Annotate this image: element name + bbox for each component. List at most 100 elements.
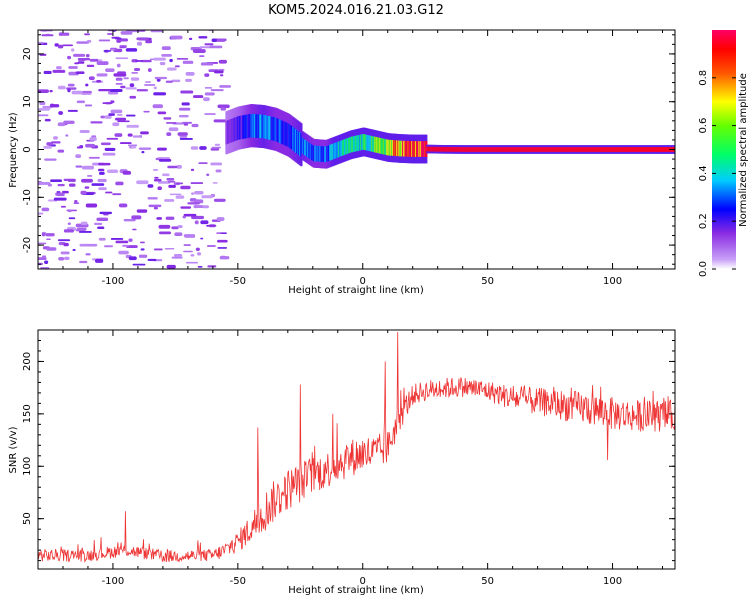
colorbar-tick-label: 0.8 bbox=[698, 70, 709, 86]
noise-blob bbox=[96, 61, 109, 66]
noise-blob bbox=[118, 203, 128, 208]
noise-blob bbox=[180, 185, 191, 190]
noise-blob bbox=[98, 162, 111, 166]
noise-blob bbox=[111, 48, 115, 51]
noise-blob bbox=[41, 255, 47, 258]
noise-blob bbox=[91, 135, 97, 138]
noise-blob bbox=[217, 247, 228, 249]
noise-blob bbox=[131, 215, 142, 220]
noise-blob bbox=[206, 224, 217, 227]
noise-blob bbox=[158, 159, 172, 162]
noise-blob bbox=[159, 61, 166, 66]
spectrogram-xtick-label: 100 bbox=[603, 276, 622, 287]
noise-blob bbox=[153, 248, 163, 251]
spectrogram-xtick-label: -100 bbox=[102, 276, 125, 287]
noise-blob bbox=[89, 137, 97, 141]
noise-blob bbox=[112, 122, 120, 127]
noise-blob bbox=[177, 132, 188, 136]
noise-blob bbox=[126, 124, 139, 128]
noise-blob bbox=[141, 150, 145, 154]
noise-blob bbox=[145, 39, 153, 44]
spectrogram-ytick-label: -20 bbox=[22, 237, 33, 253]
noise-blob bbox=[166, 177, 175, 181]
noise-blob bbox=[183, 234, 196, 238]
noise-blob bbox=[132, 228, 137, 231]
noise-blob bbox=[77, 58, 91, 61]
noise-blob bbox=[153, 178, 162, 182]
noise-blob bbox=[180, 90, 194, 94]
noise-blob bbox=[185, 261, 198, 264]
noise-blob bbox=[122, 244, 130, 247]
noise-blob bbox=[41, 207, 50, 212]
snr-ylabel: SNR (v/v) bbox=[8, 426, 19, 473]
noise-blob bbox=[123, 219, 136, 222]
noise-blob bbox=[131, 71, 138, 74]
noise-blob bbox=[181, 102, 190, 106]
noise-blob bbox=[198, 162, 208, 165]
noise-blob bbox=[197, 252, 202, 256]
spectrogram-ylabel: Frequency (Hz) bbox=[8, 112, 19, 188]
noise-blob bbox=[38, 257, 47, 261]
noise-blob bbox=[144, 83, 156, 87]
noise-blob bbox=[134, 68, 141, 71]
noise-blob bbox=[116, 114, 123, 116]
noise-blob bbox=[157, 186, 162, 191]
noise-blob bbox=[147, 68, 152, 73]
noise-blob bbox=[126, 114, 136, 117]
noise-blob bbox=[166, 264, 176, 269]
noise-blob bbox=[49, 89, 53, 93]
noise-blob bbox=[175, 195, 185, 199]
noise-blob bbox=[119, 142, 132, 145]
noise-blob bbox=[194, 190, 204, 195]
noise-blob bbox=[63, 120, 75, 125]
noise-blob bbox=[190, 146, 199, 150]
noise-blob bbox=[94, 258, 104, 263]
noise-blob bbox=[157, 111, 167, 115]
noise-blob bbox=[84, 33, 90, 36]
noise-blob bbox=[107, 32, 113, 35]
noise-blob bbox=[158, 224, 171, 229]
noise-blob bbox=[117, 71, 126, 74]
noise-blob bbox=[207, 245, 216, 247]
noise-blob bbox=[147, 197, 158, 200]
noise-blob bbox=[136, 209, 148, 213]
noise-blob bbox=[219, 85, 231, 88]
noise-blob bbox=[41, 34, 54, 37]
noise-blob bbox=[138, 147, 152, 150]
noise-blob bbox=[75, 165, 83, 168]
noise-blob bbox=[123, 77, 129, 80]
noise-blob bbox=[79, 129, 90, 133]
noise-blob bbox=[98, 88, 111, 92]
noise-blob bbox=[136, 37, 149, 41]
noise-blob bbox=[68, 66, 78, 69]
noise-blob bbox=[190, 168, 195, 172]
noise-blob bbox=[56, 66, 62, 70]
noise-blob bbox=[117, 120, 130, 123]
noise-blob bbox=[163, 117, 172, 120]
noise-blob bbox=[183, 123, 189, 126]
noise-blob bbox=[118, 250, 129, 255]
noise-blob bbox=[204, 87, 213, 89]
noise-blob bbox=[86, 40, 92, 43]
noise-blob bbox=[154, 76, 168, 80]
noise-blob bbox=[152, 104, 164, 109]
noise-blob bbox=[125, 48, 138, 52]
noise-blob bbox=[147, 184, 154, 188]
noise-blob bbox=[215, 39, 226, 42]
noise-blob bbox=[182, 215, 187, 219]
snr-xtick-label: -50 bbox=[230, 576, 246, 587]
noise-blob bbox=[194, 220, 199, 225]
noise-blob bbox=[41, 232, 46, 237]
noise-blob bbox=[55, 192, 65, 196]
noise-blob bbox=[183, 250, 193, 253]
noise-blob bbox=[73, 202, 80, 204]
noise-blob bbox=[104, 147, 116, 151]
noise-blob bbox=[107, 169, 119, 174]
noise-blob bbox=[153, 86, 157, 90]
noise-blob bbox=[44, 158, 57, 161]
noise-blob bbox=[132, 263, 146, 266]
noise-blob bbox=[136, 41, 143, 46]
noise-blob bbox=[76, 41, 90, 44]
noise-blob bbox=[85, 53, 90, 58]
colorbar-gradient bbox=[712, 30, 736, 269]
